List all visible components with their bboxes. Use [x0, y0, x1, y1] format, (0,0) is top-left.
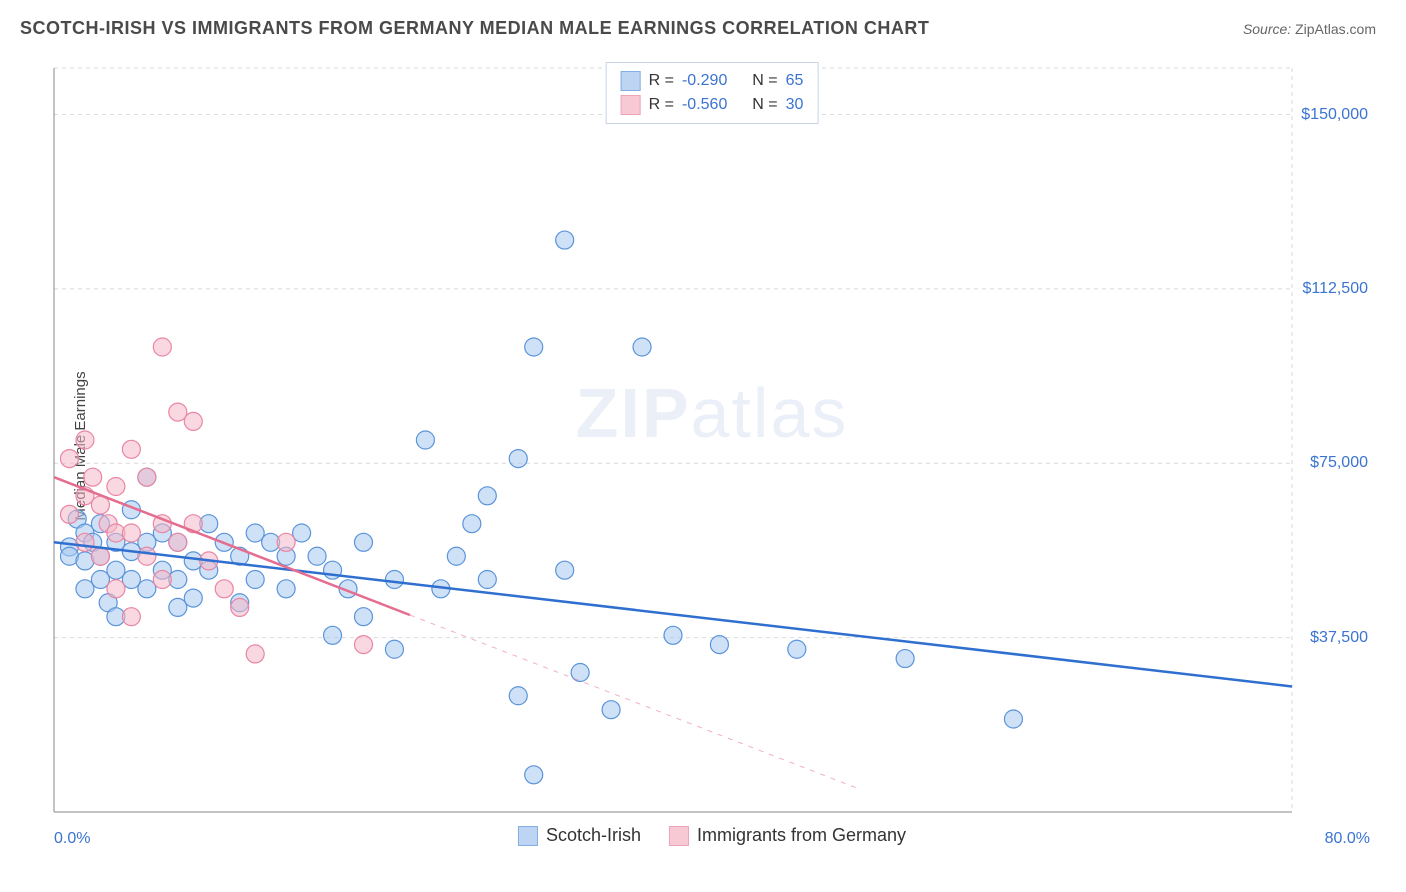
header: SCOTCH-IRISH VS IMMIGRANTS FROM GERMANY … [0, 0, 1406, 47]
y-tick-label: $37,500 [1310, 629, 1368, 647]
x-axis-max: 80.0% [1325, 830, 1370, 848]
series-legend: Scotch-Irish Immigrants from Germany [518, 825, 906, 846]
legend-row-0: R = -0.290 N = 65 [621, 69, 804, 93]
y-tick-label: $112,500 [1302, 280, 1368, 298]
n-label: N = [752, 96, 777, 114]
legend-item-1: Immigrants from Germany [669, 825, 906, 846]
y-tick-label: $75,000 [1310, 454, 1368, 472]
x-axis-min: 0.0% [54, 830, 90, 848]
legend-label-1: Immigrants from Germany [697, 825, 906, 846]
r-label: R = [649, 72, 674, 90]
legend-label-0: Scotch-Irish [546, 825, 641, 846]
chart-area: ZIPatlas R = -0.290 N = 65 R = -0.560 N … [52, 62, 1372, 842]
swatch-series-0 [621, 71, 641, 91]
source-label: Source: [1243, 21, 1291, 37]
swatch-series-0-b [518, 826, 538, 846]
n-value-1: 30 [786, 96, 804, 114]
r-value-1: -0.560 [682, 96, 727, 114]
legend-item-0: Scotch-Irish [518, 825, 641, 846]
y-tick-label: $150,000 [1301, 106, 1368, 124]
source-value: ZipAtlas.com [1295, 21, 1376, 37]
correlation-legend: R = -0.290 N = 65 R = -0.560 N = 30 [606, 62, 819, 124]
n-value-0: 65 [786, 72, 804, 90]
legend-row-1: R = -0.560 N = 30 [621, 93, 804, 117]
n-label: N = [752, 72, 777, 90]
r-value-0: -0.290 [682, 72, 727, 90]
source-credit: Source: ZipAtlas.com [1243, 21, 1376, 37]
swatch-series-1 [621, 95, 641, 115]
page-title: SCOTCH-IRISH VS IMMIGRANTS FROM GERMANY … [20, 18, 929, 39]
swatch-series-1-b [669, 826, 689, 846]
r-label: R = [649, 96, 674, 114]
scatter-plot [52, 62, 1372, 842]
